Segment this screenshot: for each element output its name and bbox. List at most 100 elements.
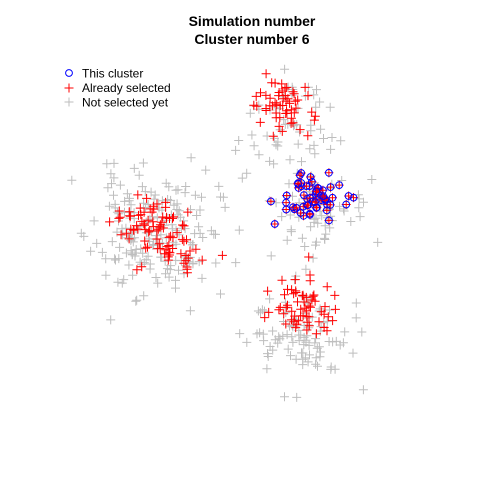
point-plus xyxy=(264,307,274,317)
point-plus xyxy=(279,309,289,319)
point-plus xyxy=(281,319,291,329)
point-plus xyxy=(92,238,102,248)
point-plus xyxy=(283,300,292,310)
point-plus xyxy=(194,222,204,232)
point-plus xyxy=(367,175,377,184)
point-plus xyxy=(303,91,313,101)
point-plus xyxy=(166,261,176,271)
point-plus xyxy=(290,275,300,285)
point-plus xyxy=(320,302,330,312)
point-plus xyxy=(172,205,182,214)
point-plus xyxy=(79,231,89,241)
point-plus xyxy=(308,253,318,263)
point-plus xyxy=(307,107,317,117)
point-plus xyxy=(285,321,294,331)
point-plus xyxy=(280,392,289,402)
point-plus xyxy=(309,90,319,100)
point-plus xyxy=(287,306,297,316)
point-plus xyxy=(234,225,244,235)
point-plus xyxy=(67,175,77,185)
point-plus xyxy=(304,301,314,311)
point-plus xyxy=(271,198,281,208)
point-plus xyxy=(302,306,312,316)
chart-title-line-2: Cluster number 6 xyxy=(194,31,309,47)
point-plus xyxy=(331,336,341,346)
point-plus xyxy=(311,102,321,112)
point-circle xyxy=(290,205,299,214)
point-plus xyxy=(249,100,259,110)
point-plus xyxy=(283,94,293,104)
point-plus xyxy=(296,304,306,314)
point-plus xyxy=(172,228,182,238)
point-plus xyxy=(121,248,131,258)
point-plus xyxy=(231,258,241,268)
point-plus xyxy=(237,173,247,183)
point-plus xyxy=(132,265,142,275)
point-plus xyxy=(300,242,310,251)
point-plus xyxy=(262,364,272,374)
point-plus xyxy=(126,246,136,256)
point-plus xyxy=(292,120,302,130)
point-plus xyxy=(217,250,227,260)
point-plus xyxy=(156,230,166,240)
point-plus xyxy=(280,119,290,129)
point-plus xyxy=(297,233,307,243)
point-plus xyxy=(280,64,290,74)
point-plus xyxy=(253,306,263,316)
point-plus xyxy=(354,203,364,213)
point-plus xyxy=(320,221,330,231)
point-plus xyxy=(338,338,348,348)
point-plus xyxy=(178,220,187,230)
point-plus xyxy=(152,213,162,223)
point-plus xyxy=(300,82,310,92)
point-plus xyxy=(234,136,244,145)
point-plus xyxy=(297,157,306,167)
point-circle xyxy=(311,198,319,207)
point-plus xyxy=(151,273,161,282)
point-plus xyxy=(304,323,314,333)
point-plus xyxy=(308,291,318,301)
point-plus xyxy=(330,364,340,374)
point-plus xyxy=(311,237,321,247)
point-plus xyxy=(251,91,261,101)
point-plus xyxy=(265,342,275,351)
point-plus xyxy=(291,103,301,113)
point-plus xyxy=(311,213,321,223)
point-plus xyxy=(270,98,280,108)
point-plus xyxy=(322,326,332,336)
point-plus xyxy=(128,270,138,280)
point-plus xyxy=(282,106,291,116)
point-plus xyxy=(148,240,158,250)
point-plus xyxy=(101,270,111,280)
point-plus xyxy=(328,316,338,326)
point-plus xyxy=(97,247,107,257)
point-plus xyxy=(290,96,300,106)
point-plus xyxy=(291,288,301,297)
point-plus xyxy=(107,237,117,247)
point-plus xyxy=(134,210,143,220)
point-plus xyxy=(152,234,162,244)
point-plus xyxy=(119,275,129,285)
point-plus xyxy=(129,225,139,235)
point-plus xyxy=(191,244,201,254)
point-plus xyxy=(304,252,314,262)
point-plus xyxy=(148,217,158,227)
point-circle xyxy=(306,173,315,181)
point-plus xyxy=(149,240,159,249)
point-plus xyxy=(152,226,162,236)
point-plus xyxy=(325,223,335,233)
point-circle xyxy=(270,220,279,228)
legend-marker-this-cluster xyxy=(65,69,73,77)
point-plus xyxy=(231,145,241,155)
point-plus xyxy=(340,327,350,337)
point-plus xyxy=(173,210,183,220)
point-plus xyxy=(141,243,151,253)
point-circle xyxy=(342,200,351,209)
point-plus xyxy=(263,349,272,359)
point-plus xyxy=(271,113,281,123)
point-circle xyxy=(335,181,344,190)
point-plus xyxy=(306,126,316,136)
point-plus xyxy=(216,289,225,299)
point-plus xyxy=(263,286,273,296)
point-plus xyxy=(122,228,132,238)
